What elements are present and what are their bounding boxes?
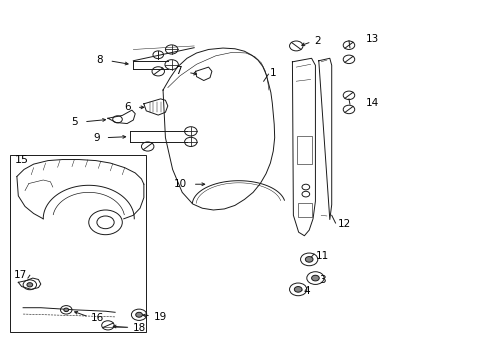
- Text: 17: 17: [14, 270, 27, 280]
- Text: 9: 9: [93, 133, 100, 143]
- Circle shape: [136, 312, 142, 317]
- Text: 5: 5: [71, 117, 78, 127]
- Text: 11: 11: [315, 251, 328, 261]
- Circle shape: [294, 287, 302, 292]
- Text: 3: 3: [319, 275, 325, 285]
- Circle shape: [27, 283, 33, 287]
- Text: 16: 16: [91, 313, 104, 323]
- Text: 15: 15: [15, 155, 28, 165]
- Text: 10: 10: [174, 179, 186, 189]
- Text: 13: 13: [365, 34, 378, 44]
- Text: 6: 6: [123, 102, 130, 112]
- Text: 7: 7: [175, 66, 182, 76]
- Text: 18: 18: [133, 323, 146, 333]
- Text: 4: 4: [304, 287, 310, 297]
- Text: 1: 1: [269, 68, 276, 78]
- Circle shape: [311, 275, 319, 281]
- Text: 14: 14: [365, 98, 378, 108]
- Circle shape: [305, 257, 312, 262]
- Text: 19: 19: [153, 311, 166, 321]
- Text: 12: 12: [337, 220, 350, 229]
- Text: 8: 8: [96, 55, 103, 65]
- Bar: [10, 155, 146, 332]
- Text: 2: 2: [313, 36, 320, 46]
- Bar: [297, 136, 311, 164]
- Circle shape: [64, 308, 68, 312]
- Bar: [298, 203, 311, 217]
